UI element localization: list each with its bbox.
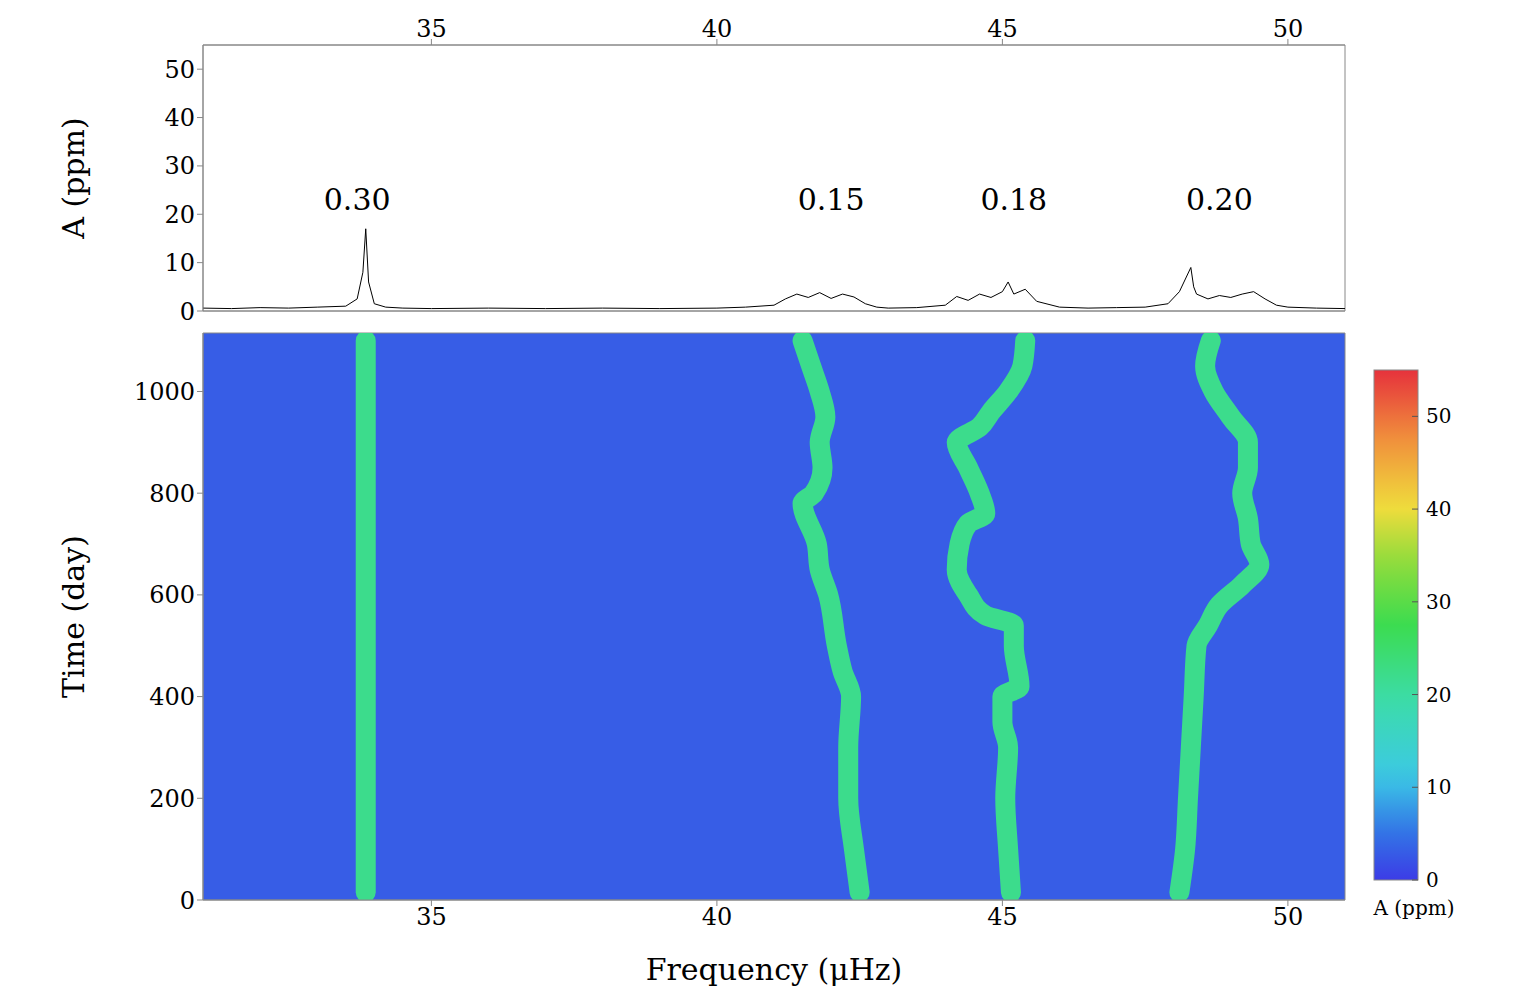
svg-text:20: 20 (164, 201, 195, 229)
svg-text:Frequency (μHz): Frequency (μHz) (646, 952, 903, 987)
svg-text:Time (day): Time (day) (56, 535, 91, 698)
svg-text:0: 0 (180, 887, 195, 915)
svg-text:35: 35 (416, 15, 447, 43)
svg-text:400: 400 (149, 683, 195, 711)
svg-text:A (ppm): A (ppm) (1373, 896, 1455, 920)
svg-text:800: 800 (149, 480, 195, 508)
svg-text:200: 200 (149, 785, 195, 813)
svg-text:1000: 1000 (134, 378, 195, 406)
svg-text:40: 40 (702, 15, 733, 43)
svg-text:45: 45 (987, 15, 1018, 43)
svg-text:20: 20 (1426, 683, 1451, 707)
svg-text:50: 50 (1426, 404, 1451, 428)
svg-text:0.20: 0.20 (1186, 182, 1253, 217)
svg-text:45: 45 (987, 903, 1018, 931)
svg-text:10: 10 (1426, 775, 1451, 799)
svg-text:50: 50 (1273, 903, 1304, 931)
svg-text:A (ppm): A (ppm) (56, 117, 91, 239)
svg-text:0.15: 0.15 (798, 182, 865, 217)
svg-text:30: 30 (1426, 590, 1451, 614)
svg-text:50: 50 (164, 56, 195, 84)
svg-text:40: 40 (1426, 497, 1451, 521)
svg-text:40: 40 (164, 104, 195, 132)
svg-text:35: 35 (416, 903, 447, 931)
svg-text:40: 40 (702, 903, 733, 931)
svg-text:0: 0 (1426, 868, 1439, 892)
svg-text:0.30: 0.30 (324, 182, 391, 217)
svg-text:600: 600 (149, 581, 195, 609)
svg-text:50: 50 (1273, 15, 1304, 43)
svg-text:10: 10 (164, 249, 195, 277)
svg-text:30: 30 (164, 152, 195, 180)
svg-text:0.18: 0.18 (980, 182, 1047, 217)
svg-text:0: 0 (180, 298, 195, 326)
